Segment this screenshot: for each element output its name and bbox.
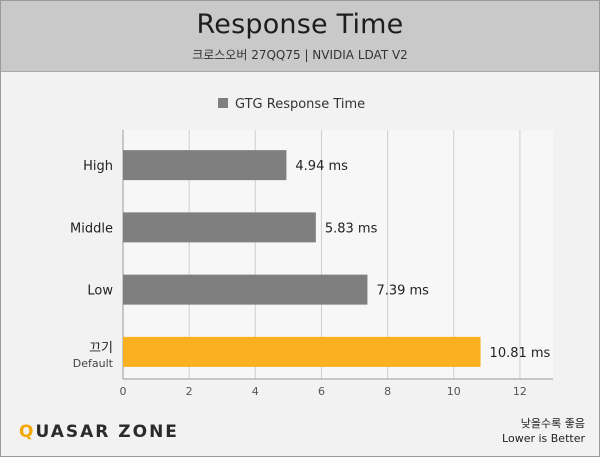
legend-label: GTG Response Time [235,97,365,112]
category-label: High [83,159,113,174]
x-tick-label: 8 [384,385,391,398]
category-label: Low [87,284,113,299]
chart-subtitle: 크로스오버 27QQ75 | NVIDIA LDAT V2 [192,48,408,62]
data-label: 5.83 ms [325,221,378,236]
legend-swatch [218,98,228,108]
category-label: 끄기 [89,341,113,356]
note-english: Lower is Better [502,432,585,445]
chart-title: Response Time [196,9,404,40]
brand-logo: QUASAR ZONE [19,422,179,442]
x-tick-label: 2 [186,385,193,398]
lower-is-better-note: 낮을수록 좋음 Lower is Better [502,416,585,446]
category-sublabel: Default [73,357,114,370]
bar [123,150,287,181]
bar-chart: 0 2 4 6 8 10 12 GTG Response Time 4.94 ms High 5.8… [70,97,553,398]
x-tick-label: 12 [513,385,527,398]
bar [123,336,481,367]
x-tick-label: 4 [252,385,259,398]
bar [123,212,316,243]
data-label: 7.39 ms [376,284,429,299]
x-tick-label: 0 [120,385,127,398]
x-tick-label: 6 [318,385,325,398]
data-label: 10.81 ms [490,346,551,361]
chart-header: Response Time 크로스오버 27QQ75 | NVIDIA LDAT… [1,1,599,72]
category-label: Middle [70,221,113,236]
data-label: 4.94 ms [295,159,348,174]
x-tick-label: 10 [447,385,461,398]
note-korean: 낮을수록 좋음 [520,417,585,430]
bar [123,274,368,305]
